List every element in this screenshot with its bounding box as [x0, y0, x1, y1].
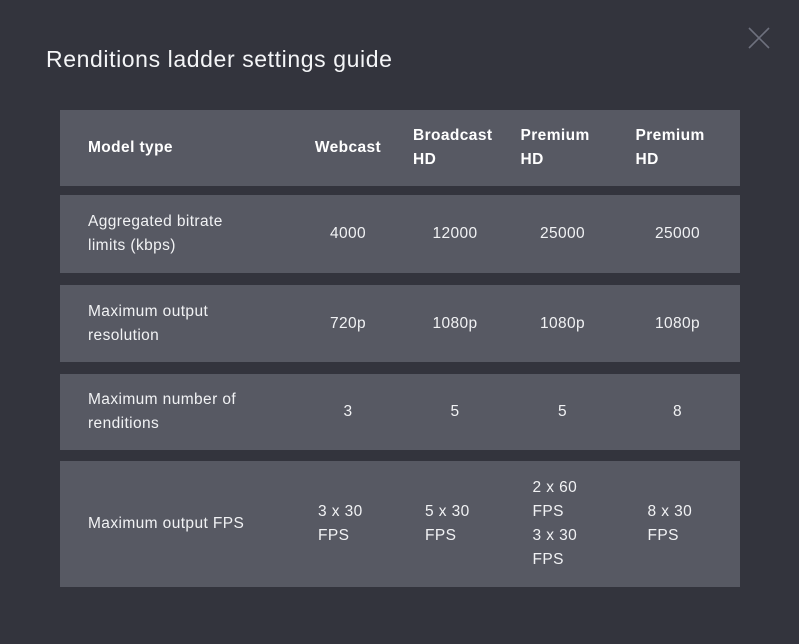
- table-row-fps: Maximum output FPS 3 x 30 FPS 5 x 30 FPS…: [60, 461, 740, 587]
- close-icon: [748, 27, 770, 49]
- row-label: Maximum output FPS: [88, 515, 245, 532]
- table-cell: 720p: [329, 314, 367, 332]
- table-cell: 3 x 30 FPS: [318, 503, 363, 544]
- table-cell: 25000: [654, 225, 701, 242]
- table-cell: 5: [450, 403, 460, 420]
- table-cell: 8: [672, 403, 683, 420]
- table-cell: 25000: [539, 225, 586, 242]
- table-cell: 3: [343, 403, 353, 420]
- column-header-model-type: Model type: [88, 139, 173, 156]
- table-cell: 12000: [432, 225, 478, 242]
- table-cell: 8 x 30 FPS: [647, 503, 693, 544]
- table-header-row: Model type Webcast Broadcast HD Premium …: [60, 110, 740, 186]
- dialog-title: Renditions ladder settings guide: [46, 46, 393, 72]
- row-label: Maximum number of renditions: [88, 391, 237, 432]
- column-header-webcast: Webcast: [314, 138, 382, 156]
- row-label: Aggregated bitrate limits (kbps): [88, 213, 223, 254]
- column-header-premium-hd-1: Premium HD: [520, 127, 590, 168]
- settings-table: Model type Webcast Broadcast HD Premium …: [60, 110, 740, 587]
- table-cell: 1080p: [654, 314, 701, 332]
- table-cell: 1080p: [432, 314, 478, 332]
- column-header-broadcast-hd: Broadcast HD: [413, 127, 493, 168]
- table-cell: 1080p: [539, 314, 586, 332]
- table-cell: 4000: [329, 225, 367, 242]
- table-row-bitrate: Aggregated bitrate limits (kbps) 4000 12…: [60, 195, 740, 273]
- table-cell: 5: [557, 403, 568, 420]
- column-header-premium-hd-2: Premium HD: [635, 127, 705, 168]
- close-button[interactable]: [746, 25, 772, 51]
- table-cell: 5 x 30 FPS: [425, 503, 470, 544]
- table-row-resolution: Maximum output resolution 720p 1080p 108…: [60, 285, 740, 362]
- row-label: Maximum output resolution: [88, 302, 209, 344]
- table-row-renditions: Maximum number of renditions 3 5 5 8: [60, 374, 740, 450]
- table-cell: 2 x 60 FPS 3 x 30 FPS: [532, 479, 578, 568]
